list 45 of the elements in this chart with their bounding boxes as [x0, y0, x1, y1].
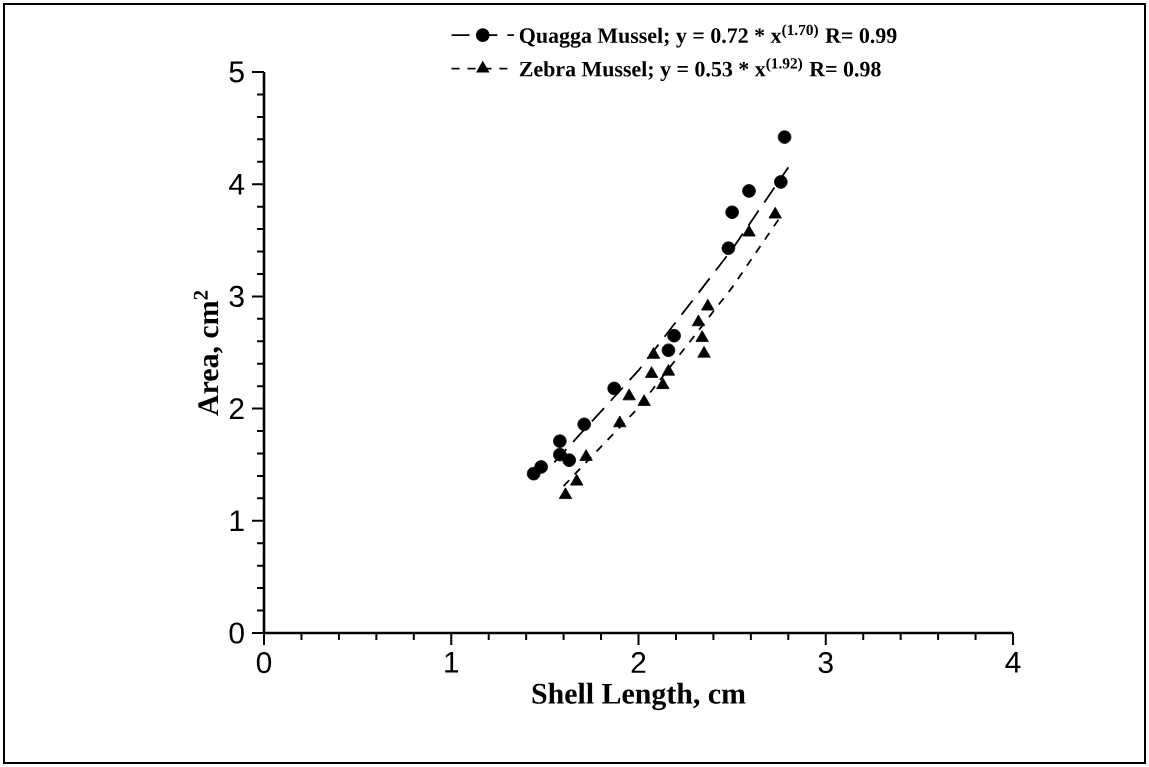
x-tick-label: 1	[445, 652, 459, 673]
point	[742, 224, 756, 237]
point	[697, 346, 711, 358]
point	[534, 460, 548, 474]
point	[725, 205, 739, 220]
y-tick-label: 0	[229, 622, 244, 644]
x-axis-title: Shell Length, cm	[532, 682, 746, 711]
point	[661, 364, 676, 376]
point	[607, 381, 621, 396]
legend-label: Quagga Mussel; y = 0.72 * x$^{(1.70)}$ R= 0.99	[519, 24, 897, 48]
point	[691, 314, 706, 327]
point	[562, 453, 576, 467]
point	[661, 343, 676, 358]
line-series	[553, 166, 790, 464]
point	[558, 487, 573, 499]
point	[570, 473, 584, 486]
y-axis-title: Area, cm$^{2}$	[193, 290, 223, 416]
y-tick-label: 4	[229, 173, 245, 195]
x-tick-label: 3	[818, 651, 833, 674]
point	[667, 328, 681, 343]
legend-label: Zebra Mussel; y = 0.53 * x$^{(1.92)}$ R= 0.98	[519, 57, 881, 82]
x-tick-label: 2	[631, 651, 646, 673]
point	[613, 415, 627, 428]
point	[742, 184, 756, 198]
point	[553, 447, 567, 462]
point	[777, 130, 792, 144]
point	[695, 330, 709, 342]
point	[701, 298, 715, 311]
point	[577, 417, 591, 432]
point	[656, 377, 670, 390]
point	[579, 449, 593, 461]
point	[721, 241, 736, 255]
y-tick-label: 2	[229, 398, 244, 420]
point	[774, 175, 788, 189]
x-tick-label: 0	[256, 651, 272, 674]
point	[637, 394, 651, 406]
point	[645, 366, 659, 378]
point	[646, 347, 661, 359]
point	[768, 206, 782, 219]
point	[622, 388, 636, 401]
y-tick-label: 5	[229, 61, 244, 83]
y-tick-label: 1	[230, 510, 244, 532]
point	[553, 434, 567, 448]
x-tick-label: 4	[1005, 652, 1021, 673]
y-tick-label: 3	[229, 285, 244, 307]
